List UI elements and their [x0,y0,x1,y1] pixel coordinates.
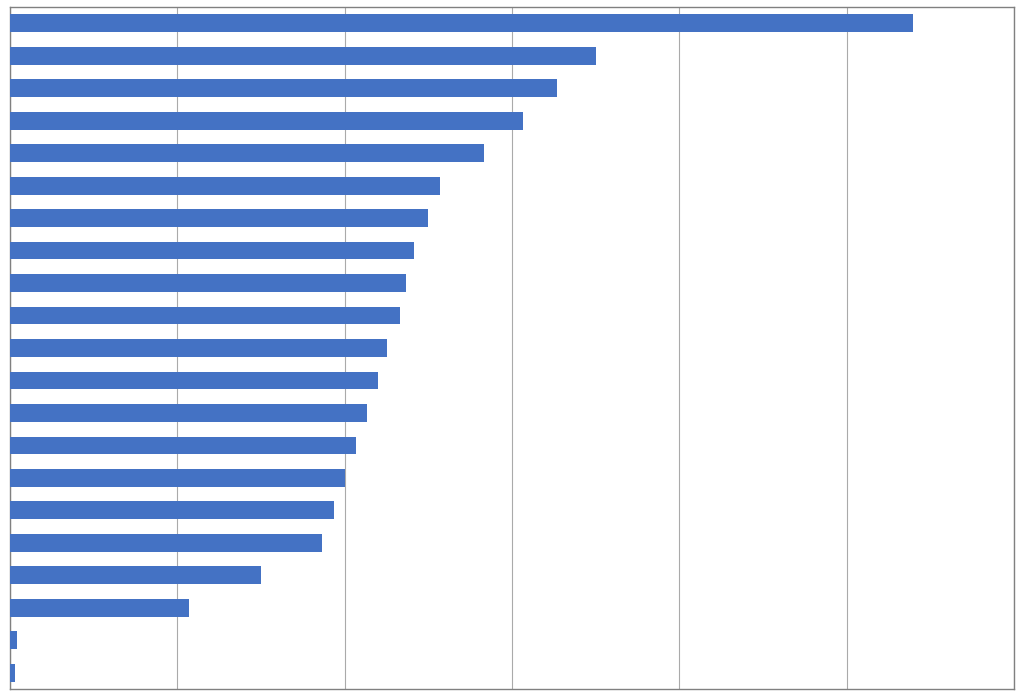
Bar [10,567,261,585]
Bar [10,631,17,649]
Bar [10,242,415,260]
Bar [10,274,407,292]
Bar [10,209,428,227]
Bar [10,306,400,324]
Bar [10,404,367,422]
Bar [10,534,323,552]
Bar [10,339,387,357]
Bar [10,144,484,162]
Bar [10,79,557,97]
Bar [10,372,378,390]
Bar [10,177,439,195]
Bar [10,14,913,32]
Bar [10,436,356,454]
Bar [10,47,596,65]
Bar [10,664,14,682]
Bar [10,599,188,617]
Bar [10,111,523,129]
Bar [10,469,345,487]
Bar [10,502,334,519]
